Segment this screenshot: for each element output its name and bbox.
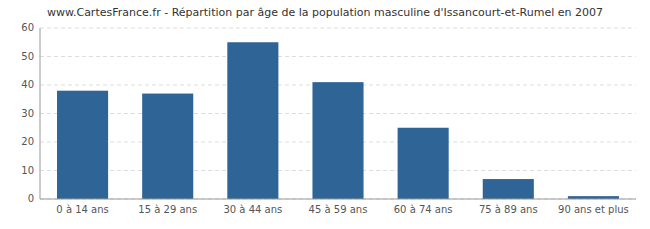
y-tick-label: 60	[21, 22, 34, 33]
bar	[312, 82, 363, 199]
y-tick-label: 40	[21, 79, 34, 90]
title: www.CartesFrance.fr - Répartition par âg…	[47, 6, 603, 19]
y-tick-label: 10	[21, 165, 34, 176]
x-tick-label: 45 à 59 ans	[309, 204, 368, 215]
y-tick-label: 30	[21, 108, 34, 119]
x-tick-label: 75 à 89 ans	[479, 204, 538, 215]
bar	[57, 91, 108, 199]
bars	[57, 42, 619, 199]
bar	[398, 128, 449, 199]
grid	[40, 28, 636, 199]
grid-line	[40, 199, 636, 200]
x-tick-label: 90 ans et plus	[558, 204, 629, 215]
grid-line	[40, 56, 636, 57]
y-tick-label: 50	[21, 51, 34, 62]
x-tick-label: 30 à 44 ans	[223, 204, 282, 215]
bar	[142, 94, 193, 199]
y-tick-label: 20	[21, 136, 34, 147]
chart: 0 10 20 30 40 50 60 0 à 14 ans 15 à 29 ans 30 à 4…	[0, 0, 650, 229]
y-tick-label: 0	[28, 193, 34, 204]
grid-line	[40, 28, 636, 29]
x-tick-label: 0 à 14 ans	[56, 204, 108, 215]
x-tick-label: 15 à 29 ans	[138, 204, 197, 215]
x-axis-line	[40, 199, 636, 200]
x-tick-label: 60 à 74 ans	[394, 204, 453, 215]
chart-container: 0 10 20 30 40 50 60 0 à 14 ans 15 à 29 ans 30 à 4…	[0, 0, 650, 229]
y-axis-line	[40, 28, 41, 199]
bar	[227, 42, 278, 199]
bar	[483, 179, 534, 199]
